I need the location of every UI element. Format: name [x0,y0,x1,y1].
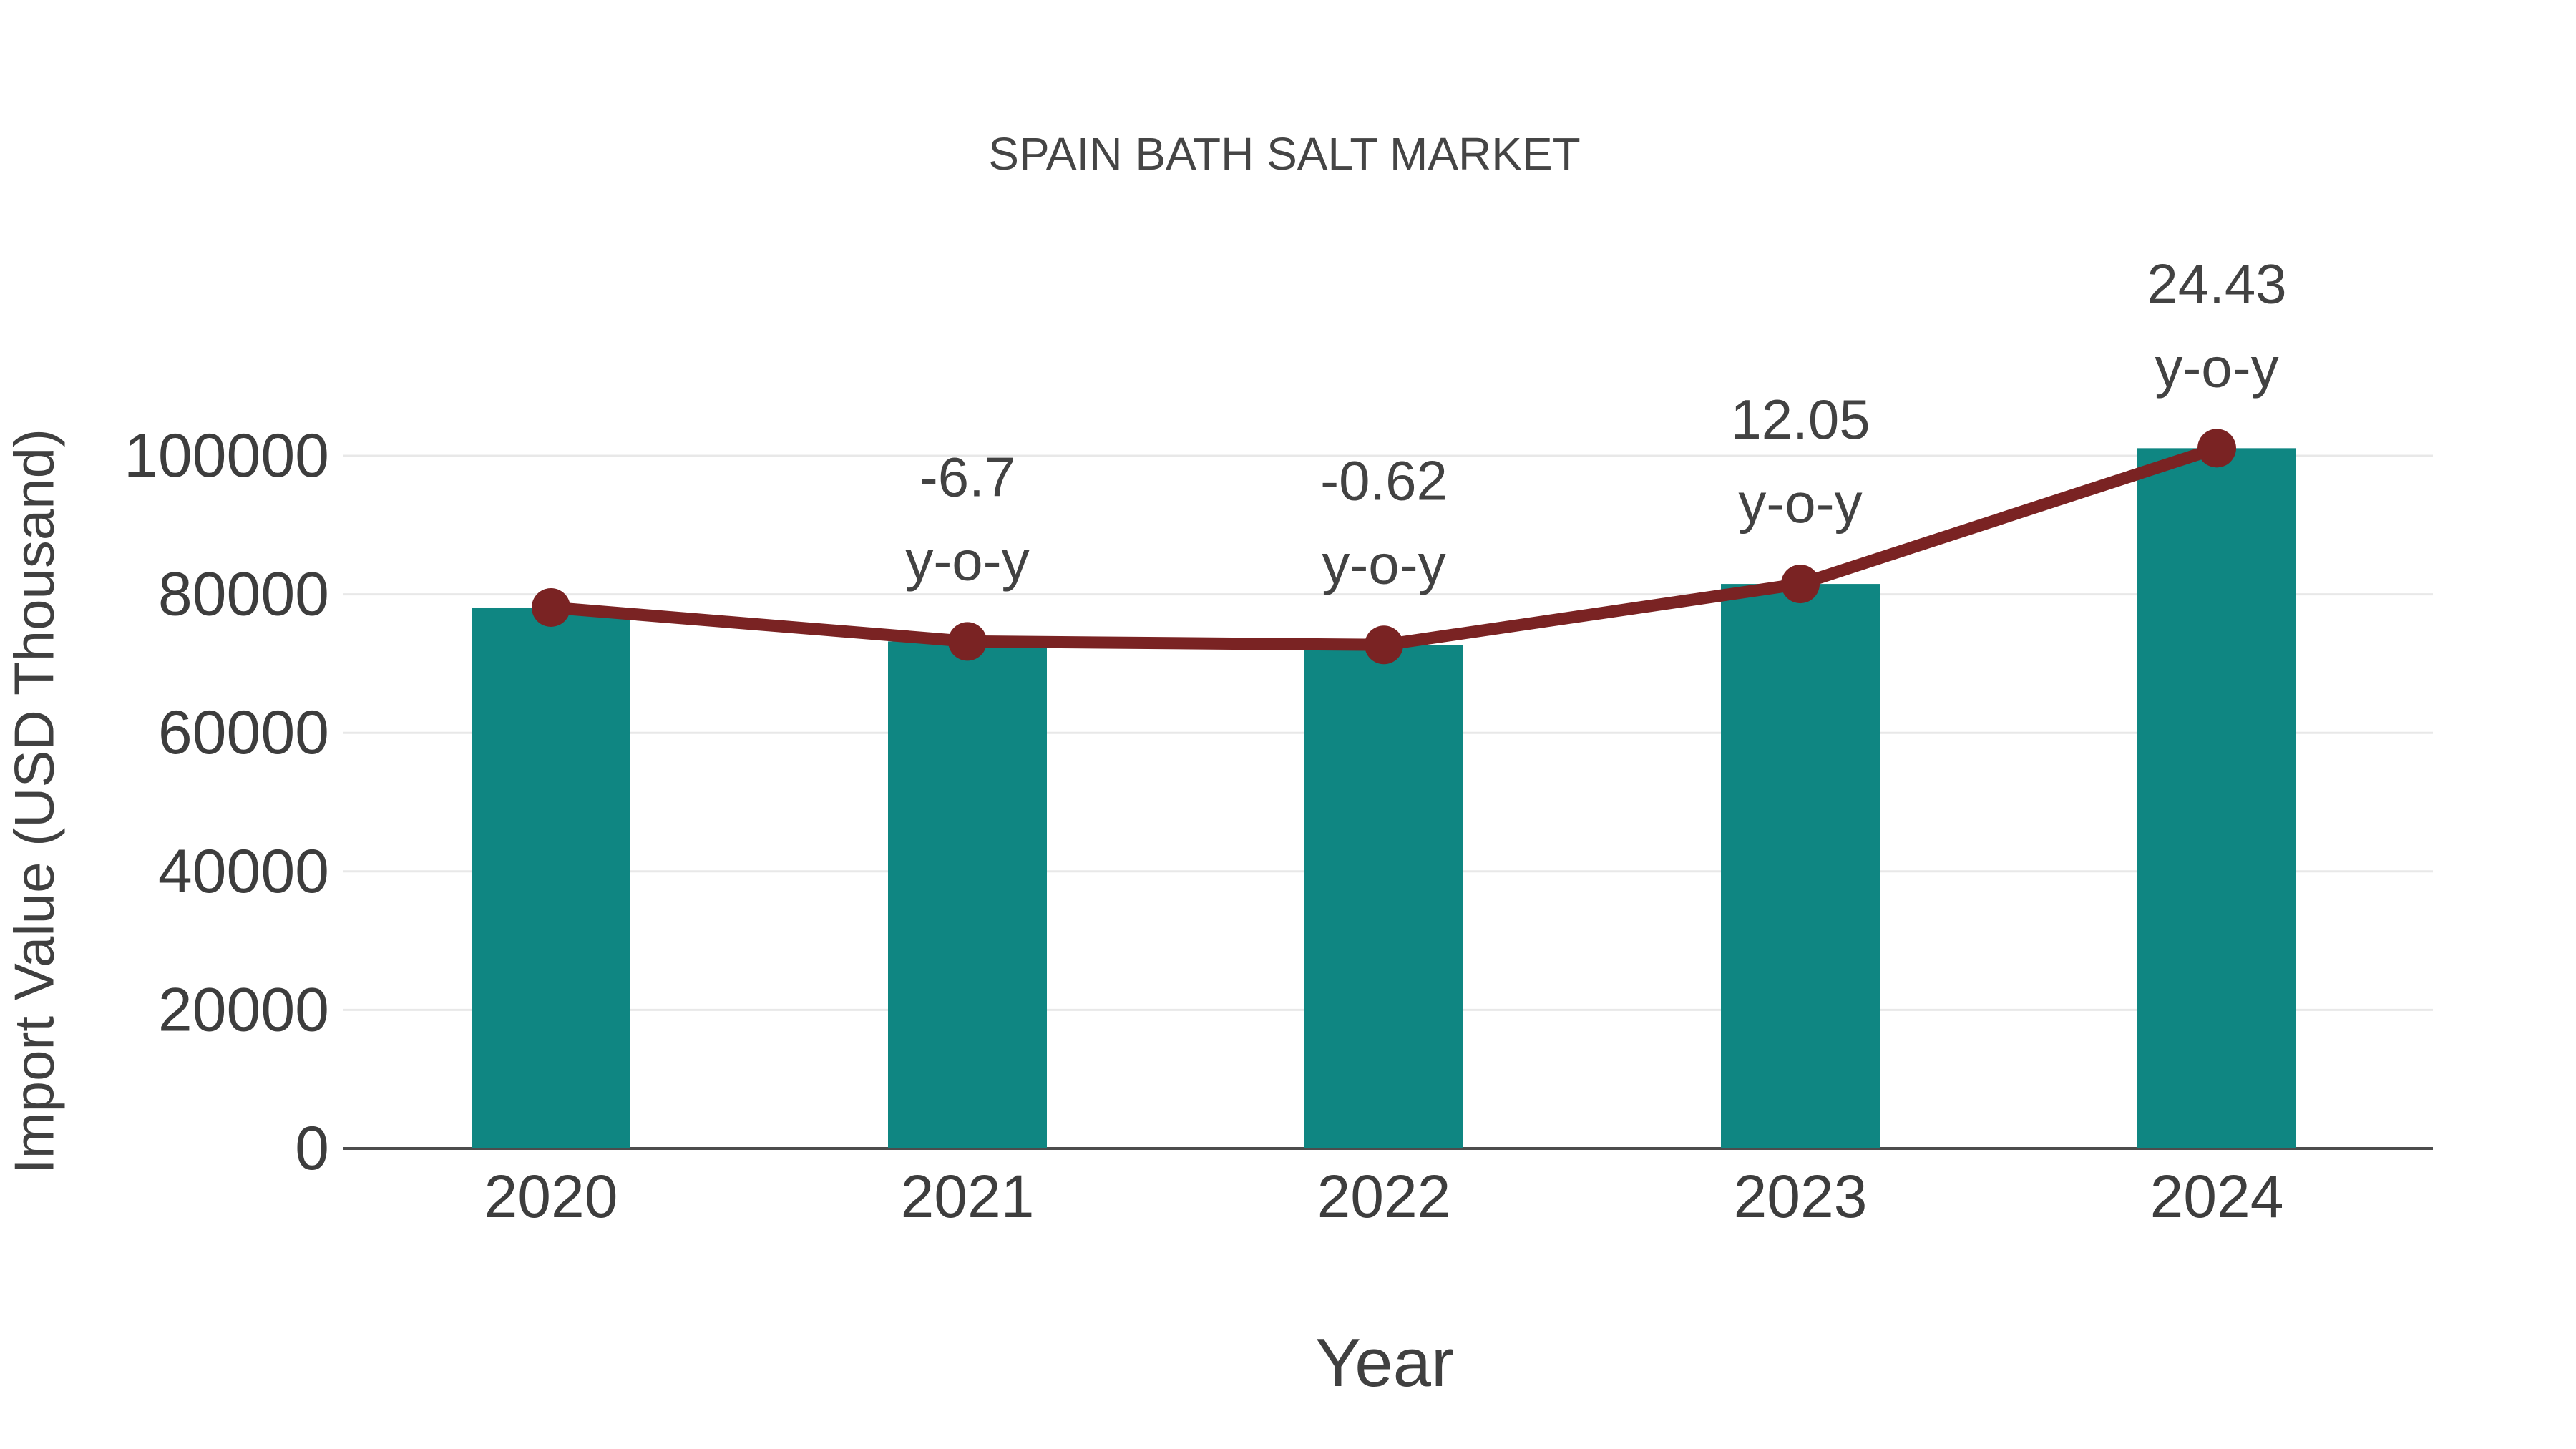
x-tick-label-2020: 2020 [484,1163,618,1230]
annotation-value-2022: -0.62 [1320,449,1448,512]
chart-title: SPAIN BATH SALT MARKET [988,128,1581,180]
y-tick-label-40000: 40000 [158,837,329,906]
y-tick-label-100000: 100000 [124,421,329,490]
marker-2024 [2197,429,2236,468]
x-tick-label-2022: 2022 [1317,1163,1451,1230]
annotation-value-2021: -6.7 [919,445,1015,508]
bar-2022 [1304,645,1463,1148]
annotation-suffix-2022: y-o-y [1322,532,1445,595]
y-tick-label-20000: 20000 [158,975,329,1044]
marker-2021 [948,622,987,661]
bar-2020 [472,607,630,1148]
marker-2022 [1365,625,1403,665]
annotation-suffix-2024: y-o-y [2155,336,2278,399]
marker-2020 [532,587,570,627]
y-tick-label-60000: 60000 [158,698,329,767]
bar-2021 [888,641,1047,1148]
x-axis-title: Year [1315,1324,1454,1401]
y-axis-title: Import Value (USD Thousand) [2,429,66,1174]
x-tick-label-2024: 2024 [2150,1163,2284,1230]
y-tick-label-80000: 80000 [158,560,329,629]
marker-2023 [1781,565,1820,604]
annotation-suffix-2021: y-o-y [905,529,1029,592]
x-tick-label-2023: 2023 [1734,1163,1868,1230]
annotation-value-2024: 24.43 [2147,252,2286,315]
x-tick-label-2021: 2021 [901,1163,1035,1230]
y-tick-label-0: 0 [295,1114,329,1183]
bar-2024 [2137,448,2296,1148]
annotation-value-2023: 12.05 [1730,388,1870,451]
bar-2023 [1721,584,1880,1148]
annotation-suffix-2023: y-o-y [1738,472,1862,535]
